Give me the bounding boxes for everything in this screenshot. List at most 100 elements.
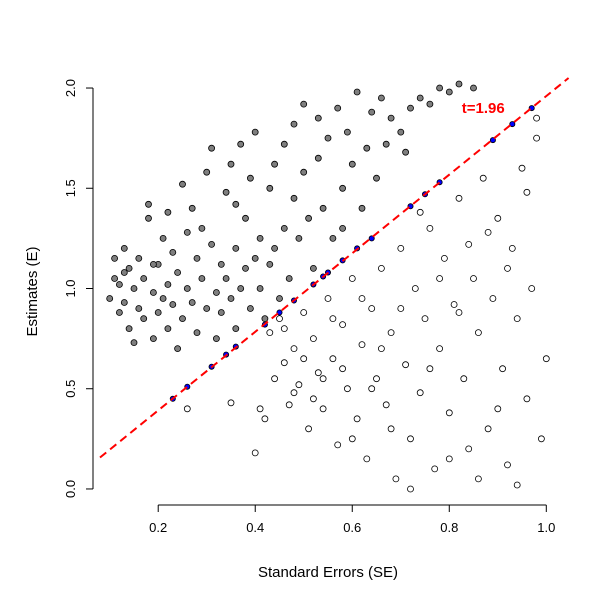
non-significant-point bbox=[508, 244, 516, 252]
non-significant-point bbox=[416, 389, 424, 397]
significant-point bbox=[329, 234, 337, 242]
significant-point bbox=[154, 309, 162, 316]
non-significant-point bbox=[271, 375, 279, 383]
significant-point bbox=[149, 335, 157, 343]
non-significant-point bbox=[494, 405, 502, 413]
significant-point bbox=[377, 94, 385, 102]
significant-point bbox=[164, 208, 172, 216]
significant-point bbox=[445, 88, 453, 96]
significant-point bbox=[130, 285, 138, 292]
significant-point bbox=[145, 214, 152, 222]
non-significant-point bbox=[533, 114, 540, 122]
significant-point bbox=[246, 174, 254, 182]
significant-point bbox=[256, 234, 264, 242]
non-significant-point bbox=[280, 359, 288, 367]
non-significant-point bbox=[542, 355, 550, 363]
y-tick-label: 2.0 bbox=[63, 79, 78, 97]
non-significant-point bbox=[309, 395, 317, 403]
significant-point bbox=[232, 200, 240, 208]
non-significant-point bbox=[470, 275, 477, 282]
y-tick-label: 1.5 bbox=[63, 179, 78, 197]
non-significant-point bbox=[227, 399, 235, 407]
significant-point bbox=[193, 329, 201, 337]
non-significant-point bbox=[251, 449, 259, 457]
non-significant-point bbox=[484, 425, 492, 433]
on-line-point bbox=[368, 235, 375, 242]
significant-point bbox=[373, 174, 380, 182]
non-significant-point bbox=[465, 445, 473, 453]
y-tick-label: 1.0 bbox=[63, 279, 78, 297]
significant-point bbox=[169, 301, 177, 308]
significant-point bbox=[169, 248, 177, 256]
significant-point bbox=[436, 84, 444, 92]
x-tick-label: 0.4 bbox=[246, 520, 264, 535]
non-significant-point bbox=[387, 425, 395, 433]
significant-point bbox=[470, 84, 477, 92]
non-significant-point bbox=[276, 315, 283, 323]
significant-point bbox=[183, 285, 191, 292]
non-significant-point bbox=[436, 275, 444, 282]
non-significant-point bbox=[411, 285, 419, 292]
x-tick-label: 0.2 bbox=[149, 520, 167, 535]
significant-point bbox=[358, 204, 366, 212]
non-significant-point bbox=[504, 461, 511, 469]
non-significant-point bbox=[285, 401, 293, 409]
non-significant-point bbox=[266, 329, 274, 337]
x-tick-label: 0.8 bbox=[440, 520, 458, 535]
non-significant-point bbox=[358, 341, 366, 349]
significant-point bbox=[276, 295, 283, 302]
significant-point bbox=[198, 224, 206, 232]
non-significant-point bbox=[397, 244, 405, 252]
non-significant-point bbox=[431, 465, 439, 473]
significant-point bbox=[251, 128, 259, 136]
non-significant-point bbox=[421, 315, 429, 323]
significant-point bbox=[343, 128, 351, 136]
significant-point bbox=[116, 281, 123, 288]
significant-point bbox=[120, 244, 128, 252]
significant-point bbox=[319, 204, 327, 212]
significant-point bbox=[140, 275, 148, 282]
non-significant-point bbox=[348, 435, 356, 443]
non-significant-point bbox=[305, 425, 313, 433]
non-significant-point bbox=[314, 369, 322, 377]
non-significant-point bbox=[183, 405, 191, 413]
significant-point bbox=[135, 305, 143, 312]
significant-point bbox=[280, 224, 288, 232]
significant-point bbox=[251, 254, 259, 262]
significant-point bbox=[208, 144, 216, 152]
non-significant-point bbox=[392, 475, 400, 483]
on-line-point bbox=[509, 121, 516, 128]
non-significant-point bbox=[402, 361, 410, 369]
significant-point bbox=[314, 154, 322, 162]
non-significant-point bbox=[416, 208, 424, 216]
non-significant-point bbox=[484, 228, 492, 236]
significant-point bbox=[232, 244, 240, 252]
non-significant-point bbox=[445, 409, 453, 417]
non-significant-point bbox=[339, 321, 347, 329]
non-significant-point bbox=[363, 455, 371, 463]
non-significant-point bbox=[436, 345, 444, 353]
significant-point bbox=[271, 160, 279, 168]
significant-point bbox=[348, 160, 356, 168]
significant-point bbox=[305, 214, 313, 222]
significant-point bbox=[159, 295, 167, 302]
non-significant-point bbox=[343, 385, 351, 393]
significant-point bbox=[222, 188, 230, 196]
non-significant-point bbox=[489, 295, 497, 302]
significant-point bbox=[271, 244, 279, 252]
significant-point bbox=[212, 289, 220, 296]
significant-point bbox=[237, 285, 245, 292]
significant-point bbox=[125, 325, 133, 333]
significant-point bbox=[106, 295, 114, 302]
y-tick-label: 0.5 bbox=[63, 380, 78, 398]
non-significant-point bbox=[295, 381, 303, 389]
significant-point bbox=[116, 309, 123, 316]
x-tick-label: 0.6 bbox=[343, 520, 361, 535]
significant-point bbox=[455, 80, 463, 88]
non-significant-point bbox=[358, 295, 366, 302]
significant-point bbox=[164, 281, 172, 288]
non-significant-point bbox=[523, 188, 531, 196]
non-significant-point bbox=[382, 401, 390, 409]
non-significant-point bbox=[290, 345, 298, 353]
non-significant-point bbox=[290, 389, 298, 397]
